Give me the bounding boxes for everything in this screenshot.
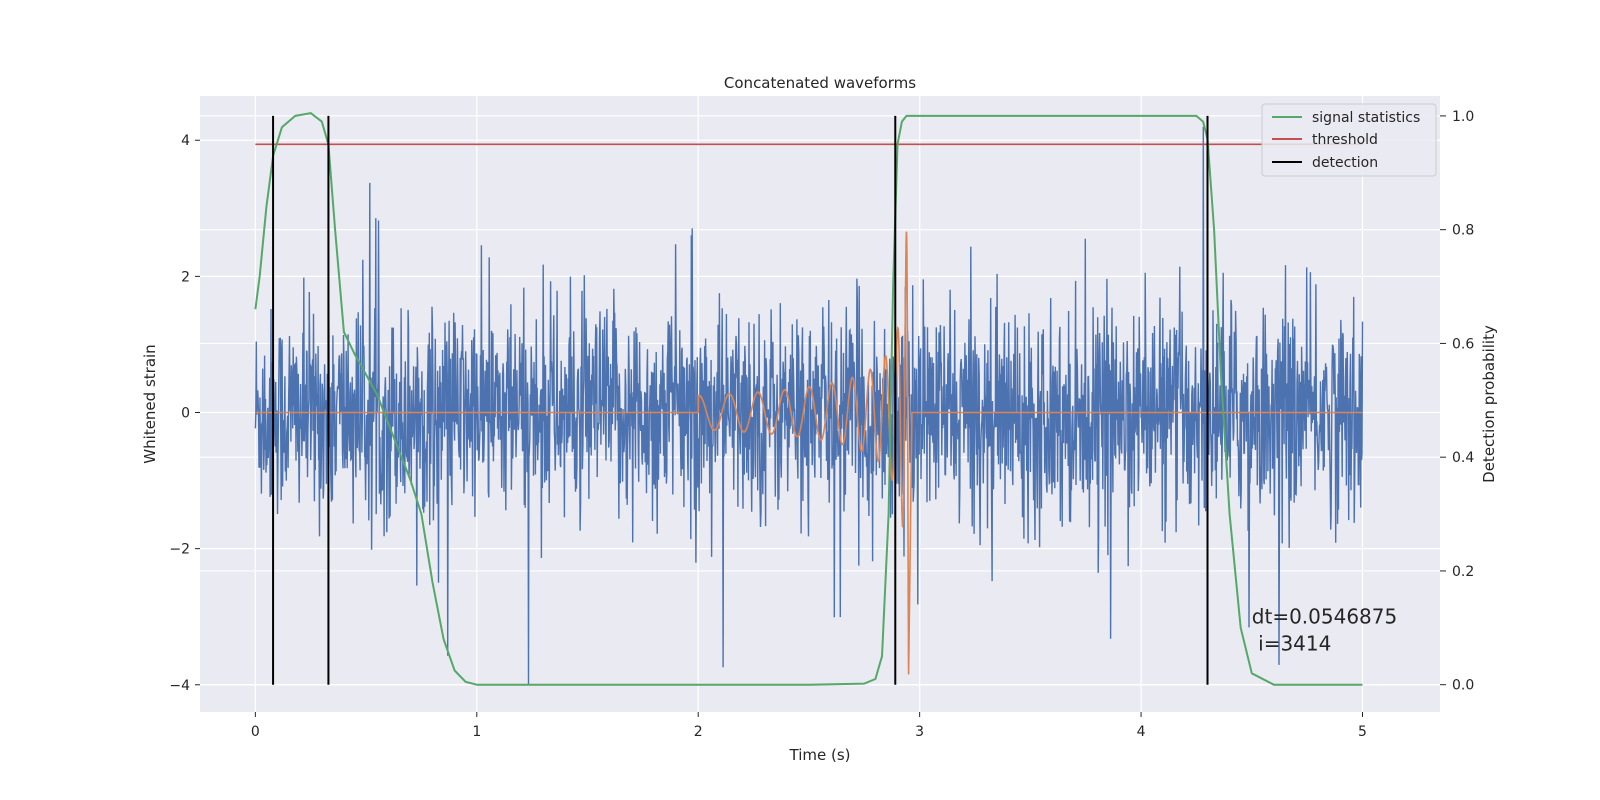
chirp-series — [255, 231, 1363, 675]
chart-title: Concatenated waveforms — [724, 74, 916, 92]
annotation: dt=0.0546875 i=3414 — [1252, 605, 1397, 656]
chirp-line — [255, 231, 1363, 675]
x-tick-label: 3 — [915, 724, 924, 740]
legend-label-signal-statistics: signal statistics — [1312, 110, 1420, 126]
x-tick-label: 4 — [1137, 724, 1146, 740]
noise-line — [254, 126, 1364, 685]
y-tick-label: −2 — [169, 542, 190, 558]
x-axis-label: Time (s) — [789, 746, 851, 764]
detection-series — [272, 115, 1209, 685]
y2-tick-label: 0.4 — [1452, 450, 1474, 466]
y2-axis-label: Detection probability — [1480, 325, 1498, 483]
y2-tick-label: 0.0 — [1452, 678, 1474, 694]
tick-labels: 0 1 2 3 4 5 −4 −2 0 2 4 0.0 0.2 0.4 0.6 0.8 1.0 — [169, 109, 1474, 740]
y-tick-label: 0 — [181, 406, 190, 422]
signal-statistics-line — [254, 112, 1363, 686]
legend-box — [1261, 103, 1437, 177]
x-tick-label: 0 — [251, 724, 260, 740]
y2-tick-label: 1.0 — [1452, 109, 1474, 125]
legend-label-threshold: threshold — [1312, 132, 1378, 148]
x-tick-label: 2 — [694, 724, 703, 740]
y2-tick-label: 0.2 — [1452, 564, 1474, 580]
y-tick-label: 4 — [181, 133, 190, 149]
x-tick-label: 5 — [1358, 724, 1367, 740]
y2-tick-label: 0.8 — [1452, 223, 1474, 239]
y-axis-label: Whitened strain — [141, 344, 159, 463]
y-tick-label: −4 — [169, 678, 190, 694]
legend-label-detection: detection — [1312, 155, 1378, 171]
signal-statistics-series — [254, 112, 1363, 686]
x-tick-label: 1 — [472, 724, 481, 740]
y-tick-label: 2 — [181, 269, 190, 285]
legend: signal statistics threshold detection — [1261, 103, 1437, 177]
annotation-line-2: i=3414 — [1252, 632, 1332, 656]
y2-tick-label: 0.6 — [1452, 336, 1474, 352]
noise-series — [254, 126, 1364, 685]
annotation-line-1: dt=0.0546875 — [1252, 605, 1397, 629]
